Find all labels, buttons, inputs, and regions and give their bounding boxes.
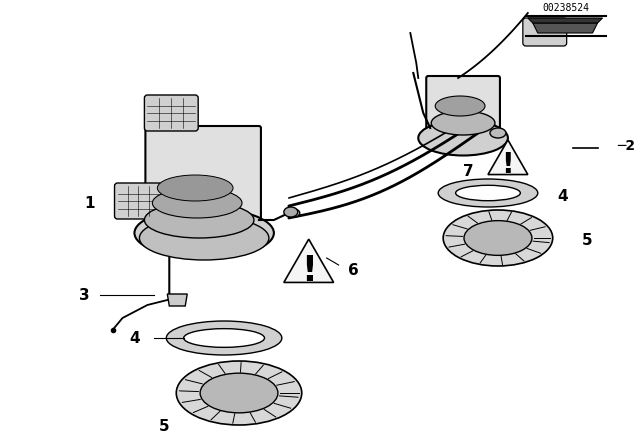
Ellipse shape (284, 207, 298, 217)
Text: 3: 3 (79, 288, 90, 302)
Polygon shape (533, 23, 598, 33)
Ellipse shape (200, 373, 278, 413)
Ellipse shape (166, 321, 282, 355)
Ellipse shape (419, 121, 508, 155)
Ellipse shape (134, 208, 274, 258)
Ellipse shape (438, 179, 538, 207)
Ellipse shape (431, 111, 495, 135)
FancyBboxPatch shape (145, 95, 198, 131)
Ellipse shape (176, 361, 301, 425)
Ellipse shape (157, 175, 233, 201)
Ellipse shape (490, 128, 506, 138)
Ellipse shape (435, 96, 485, 116)
Text: ─2: ─2 (618, 139, 636, 153)
Ellipse shape (456, 185, 520, 201)
Text: 1: 1 (84, 195, 95, 211)
FancyBboxPatch shape (145, 126, 261, 235)
FancyBboxPatch shape (523, 18, 566, 46)
Text: 7: 7 (463, 164, 474, 178)
Ellipse shape (145, 202, 254, 238)
Polygon shape (528, 18, 602, 23)
Polygon shape (167, 294, 188, 306)
Text: 5: 5 (159, 418, 170, 434)
Text: 4: 4 (557, 189, 568, 203)
Polygon shape (488, 140, 528, 175)
Text: !: ! (301, 254, 317, 288)
Ellipse shape (443, 210, 553, 266)
Ellipse shape (464, 221, 532, 255)
Ellipse shape (140, 216, 269, 260)
Text: 00238524: 00238524 (542, 3, 589, 13)
Text: !: ! (502, 151, 514, 179)
FancyBboxPatch shape (426, 76, 500, 140)
Text: 5: 5 (582, 233, 593, 247)
Ellipse shape (288, 209, 300, 217)
Text: 4: 4 (129, 331, 140, 345)
Ellipse shape (152, 188, 242, 218)
FancyBboxPatch shape (115, 183, 163, 219)
Ellipse shape (184, 329, 264, 347)
Text: 6: 6 (348, 263, 359, 277)
Polygon shape (284, 239, 333, 282)
